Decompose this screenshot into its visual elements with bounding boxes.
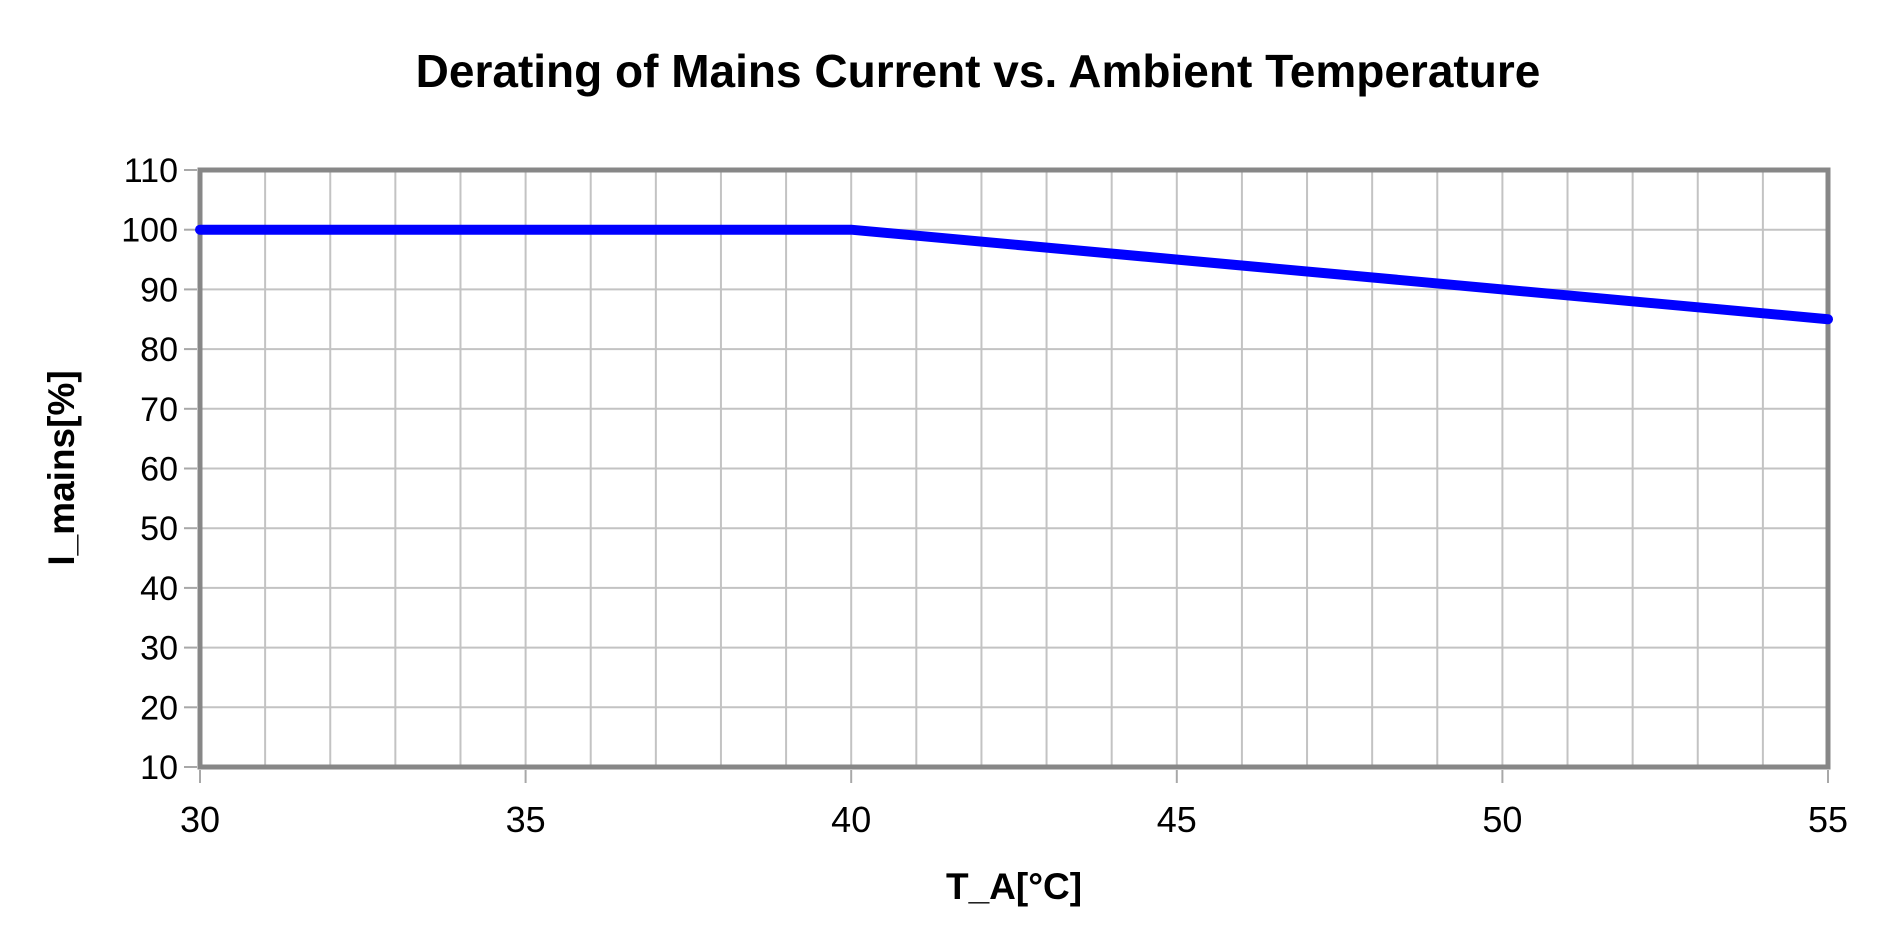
x-tick-label: 45 — [1157, 799, 1197, 840]
x-tick-label: 35 — [506, 799, 546, 840]
y-tick-label: 50 — [140, 510, 178, 548]
y-tick-label: 60 — [140, 451, 178, 489]
x-tick-label: 50 — [1482, 799, 1522, 840]
y-tick-label: 70 — [140, 391, 178, 429]
y-tick-label: 110 — [124, 152, 178, 190]
plot-border — [197, 167, 1831, 770]
x-tick-label: 55 — [1808, 799, 1848, 840]
chart-title: Derating of Mains Current vs. Ambient Te… — [415, 45, 1541, 97]
y-tick-label: 10 — [140, 749, 178, 787]
y-tick-label: 30 — [140, 630, 178, 668]
y-tick-label: 100 — [121, 212, 178, 250]
y-tick-label: 20 — [140, 689, 178, 727]
data-line — [195, 224, 1833, 325]
x-tick-label: 40 — [831, 799, 871, 840]
x-tick-label: 30 — [180, 799, 220, 840]
x-axis-title: T_A[°C] — [945, 866, 1083, 907]
y-tick-label: 80 — [140, 331, 178, 369]
y-tick-label: 90 — [140, 271, 178, 309]
y-tick-label: 40 — [140, 570, 178, 608]
